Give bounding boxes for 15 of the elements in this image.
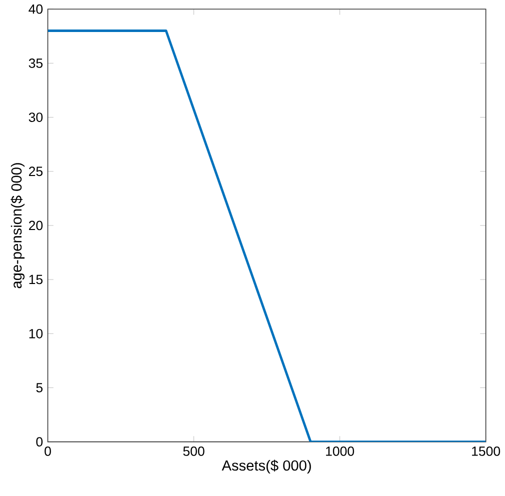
- y-tick-label: 5: [36, 383, 43, 393]
- y-tick-label: 30: [28, 112, 43, 122]
- x-tick-label: 500: [183, 446, 204, 456]
- y-tick-label: 40: [28, 4, 43, 14]
- x-axis-title: Assets($ 000): [222, 460, 311, 474]
- y-tick-label: 15: [29, 275, 43, 284]
- y-tick-label: 25: [29, 166, 43, 176]
- y-tick-label: 10: [29, 329, 43, 339]
- x-tick-label: 1500: [472, 446, 500, 456]
- x-tick-label: 1000: [326, 446, 354, 456]
- y-tick-label: 0: [36, 437, 43, 447]
- y-tick-label: 35: [28, 58, 43, 68]
- y-tick-label: 20: [29, 220, 43, 230]
- y-axis-title: age-pension($ 000): [10, 163, 25, 288]
- x-tick-label: 0: [44, 446, 51, 456]
